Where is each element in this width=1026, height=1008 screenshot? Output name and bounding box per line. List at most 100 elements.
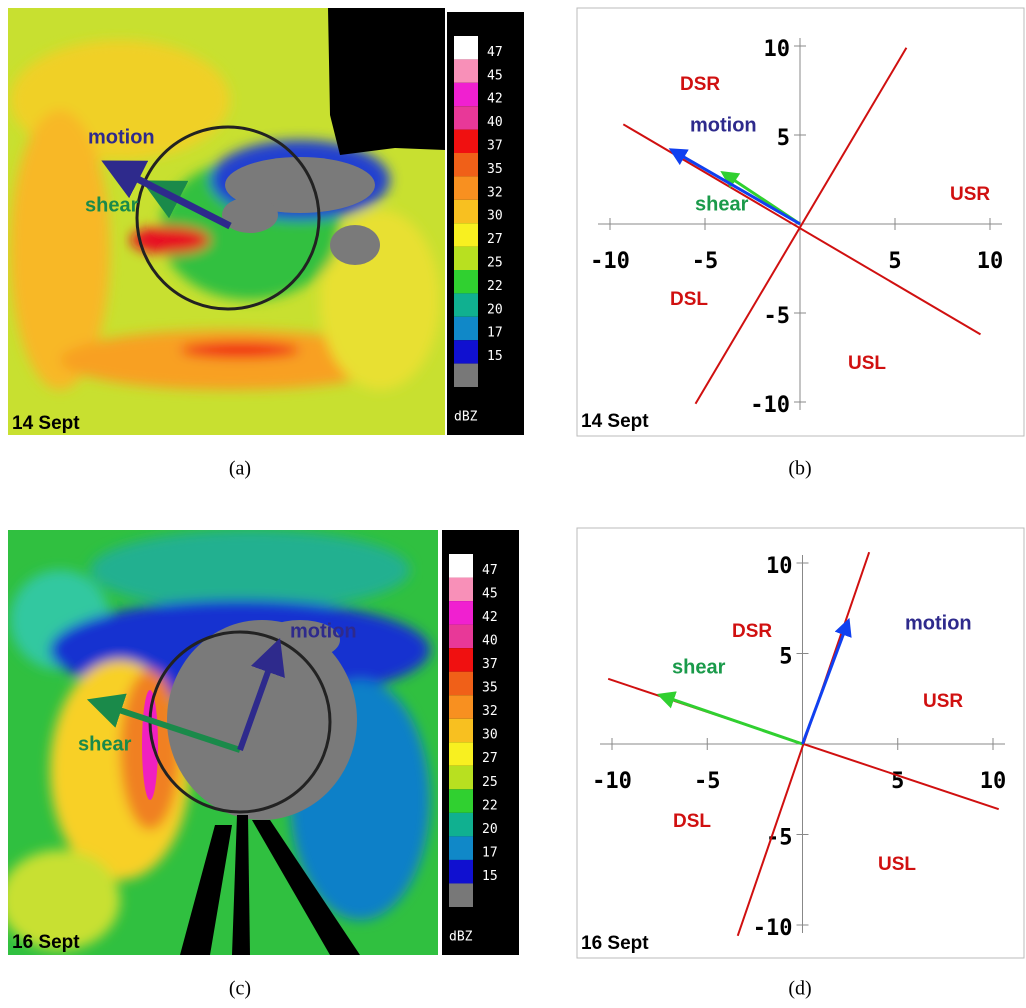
- colorbar-label: 37: [487, 138, 503, 153]
- motion-label: motion: [690, 114, 757, 136]
- colorbar-label: 22: [482, 798, 498, 813]
- quadrant-label: USL: [878, 854, 916, 875]
- colorbar-swatch: [449, 860, 473, 884]
- shear-label: shear: [85, 194, 139, 216]
- x-tick-label: -10: [592, 769, 632, 794]
- quadrant-label: DSR: [732, 621, 772, 642]
- quadrant-label: DSL: [673, 811, 711, 832]
- colorbar-label: 40: [482, 634, 498, 649]
- colorbar-swatch: [454, 340, 478, 363]
- colorbar-swatch: [454, 200, 478, 223]
- colorbar-label: 15: [487, 349, 503, 364]
- colorbar-label: 35: [482, 681, 498, 696]
- colorbar-label: 47: [482, 563, 498, 578]
- colorbar-swatch: [454, 106, 478, 129]
- figure: motion shear 14 Sept (a) motion shear 16…: [0, 0, 1026, 1008]
- colorbar-swatch: [454, 83, 478, 106]
- motion-label: motion: [290, 620, 357, 642]
- colorbar-swatch: [454, 223, 478, 246]
- colorbar-swatch: [449, 554, 473, 578]
- colorbar-swatch: [454, 59, 478, 82]
- date-label: 16 Sept: [581, 933, 649, 954]
- colorbar-label: 47: [487, 45, 503, 60]
- caption: (b): [788, 458, 811, 480]
- colorbar-swatch: [449, 648, 473, 672]
- colorbar-swatch: [449, 836, 473, 860]
- x-tick-label: -5: [692, 249, 719, 274]
- page: {"colorbar": {"ticks": [47, 45, 42, 40, …: [0, 0, 1026, 1008]
- colorbar-swatch: [449, 789, 473, 813]
- motion-label: motion: [88, 126, 155, 148]
- date-label: 14 Sept: [581, 411, 649, 432]
- y-tick-label: -5: [764, 304, 791, 329]
- colorbar-swatch: [449, 883, 473, 907]
- colorbar-label: 37: [482, 657, 498, 672]
- x-tick-label: 10: [980, 769, 1007, 794]
- colorbar-label: 17: [482, 845, 498, 860]
- x-tick-label: 5: [891, 769, 904, 794]
- shear-label: shear: [672, 656, 726, 678]
- colorbar-swatch: [454, 36, 478, 59]
- colorbar-swatch: [449, 578, 473, 602]
- caption: (d): [788, 978, 811, 1000]
- quadrant-label: DSL: [670, 289, 708, 310]
- shear-vector: [665, 697, 802, 744]
- motion-vector: [803, 626, 847, 744]
- x-tick-label: -10: [590, 249, 630, 274]
- colorbar-label: 27: [487, 232, 503, 247]
- colorbar-swatch: [449, 601, 473, 625]
- y-tick-label: -10: [750, 393, 790, 418]
- colorbar-label: 20: [487, 302, 503, 317]
- colorbar-swatch: [449, 695, 473, 719]
- shear-label: shear: [695, 193, 749, 215]
- colorbar-swatch: [449, 813, 473, 837]
- colorbar-label: 30: [487, 209, 503, 224]
- colorbar-swatch: [454, 130, 478, 153]
- colorbar-label: 32: [482, 704, 498, 719]
- colorbar-label: 42: [487, 92, 503, 107]
- colorbar-swatch: [449, 672, 473, 696]
- colorbar-swatch: [454, 247, 478, 270]
- colorbar-swatch: [454, 153, 478, 176]
- colorbar-label: 22: [487, 279, 503, 294]
- colorbar-swatch: [449, 742, 473, 766]
- colorbar-label: 45: [482, 587, 498, 602]
- quadrant-label: DSR: [680, 74, 720, 95]
- colorbar-unit: dBZ: [449, 930, 473, 945]
- x-tick-label: 5: [888, 249, 901, 274]
- motion-label: motion: [905, 612, 972, 634]
- caption: (a): [229, 458, 251, 480]
- shear-label: shear: [78, 733, 132, 755]
- radar-image: [8, 8, 445, 435]
- colorbar-unit: dBZ: [454, 410, 478, 425]
- colorbar-swatch: [449, 766, 473, 790]
- y-tick-label: 5: [777, 126, 790, 151]
- colorbar-swatch: [454, 317, 478, 340]
- date-label: 14 Sept: [12, 413, 80, 434]
- colorbar-label: 32: [487, 185, 503, 200]
- colorbar-swatch: [449, 719, 473, 743]
- quadrant-label: USR: [950, 184, 990, 205]
- x-tick-label: -5: [694, 769, 721, 794]
- colorbar-label: 40: [487, 115, 503, 130]
- date-label: 16 Sept: [12, 932, 80, 953]
- y-tick-label: -10: [753, 916, 793, 941]
- x-tick-label: 10: [977, 249, 1004, 274]
- colorbar-label: 20: [482, 822, 498, 837]
- colorbar-label: 30: [482, 728, 498, 743]
- colorbar-label: 15: [482, 869, 498, 884]
- colorbar-swatch: [454, 176, 478, 199]
- colorbar-swatch: [454, 270, 478, 293]
- y-tick-label: 10: [764, 37, 791, 62]
- y-tick-label: -5: [766, 826, 793, 851]
- colorbar-swatch: [454, 364, 478, 387]
- colorbar-label: 35: [487, 162, 503, 177]
- quadrant-label: USL: [848, 353, 886, 374]
- colorbar-label: 42: [482, 610, 498, 625]
- y-tick-label: 5: [779, 645, 792, 670]
- quadrant-label: USR: [923, 691, 963, 712]
- colorbar-swatch: [449, 625, 473, 649]
- colorbar-swatch: [454, 293, 478, 316]
- colorbar-label: 25: [482, 775, 498, 790]
- y-tick-label: 10: [766, 554, 793, 579]
